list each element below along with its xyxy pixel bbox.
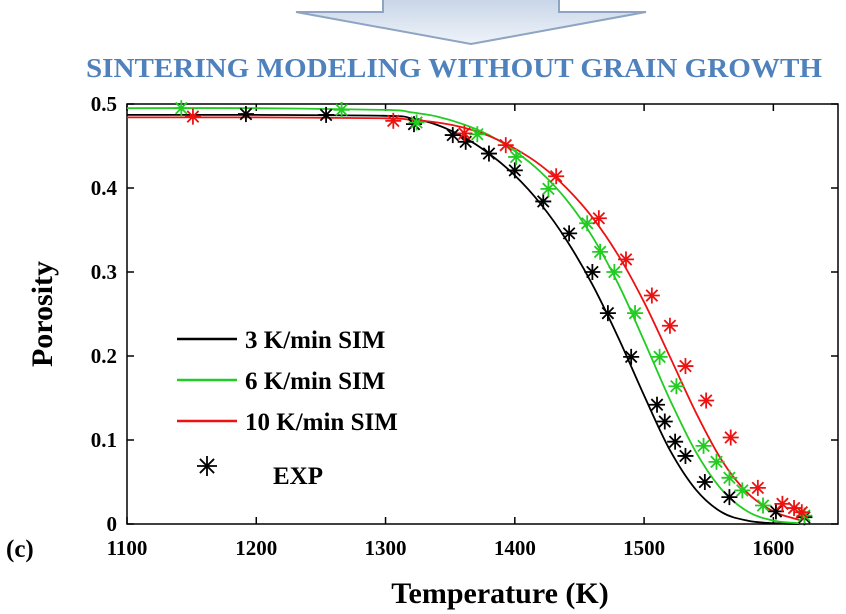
- exp-point: [540, 180, 557, 197]
- exp-point: [695, 437, 712, 454]
- exp-point: [444, 127, 461, 144]
- exp-point: [661, 317, 678, 334]
- exp-point: [548, 168, 565, 185]
- exp-point: [508, 148, 525, 165]
- exp-point: [456, 125, 473, 142]
- exp-point: [698, 392, 715, 409]
- exp-point: [457, 133, 474, 150]
- legend-label: 10 K/min SIM: [245, 409, 398, 436]
- exp-point: [734, 482, 751, 499]
- exp-point: [667, 433, 684, 450]
- y-tick-label: 0: [107, 512, 118, 536]
- sim-line-2: [126, 107, 800, 525]
- exp-point: [793, 504, 810, 521]
- exp-point: [333, 101, 350, 118]
- exp-point: [561, 225, 578, 242]
- exp-point: [606, 264, 623, 280]
- exp-point: [696, 474, 713, 490]
- exp-point: [184, 108, 201, 125]
- exp-point: [649, 396, 666, 413]
- exp-point: [651, 348, 668, 365]
- exp-point: [584, 264, 601, 280]
- exp-point: [408, 114, 425, 131]
- sim-line-3: [126, 116, 800, 521]
- exp-point: [677, 358, 694, 375]
- legend-label: EXP: [273, 463, 323, 490]
- exp-point: [721, 469, 738, 486]
- exp-point: [173, 100, 190, 117]
- plot-frame: [126, 103, 839, 525]
- exp-point: [749, 479, 766, 496]
- x-tick-label: 1200: [235, 536, 277, 560]
- sim-line-1: [126, 113, 800, 525]
- exp-point: [786, 500, 803, 517]
- exp-point: [506, 162, 523, 179]
- x-tick-label: 1500: [623, 536, 665, 560]
- exp-point: [774, 495, 791, 512]
- exp-point: [385, 112, 402, 129]
- x-tick-label: 1300: [365, 536, 407, 560]
- y-tick-label: 0.3: [91, 260, 117, 284]
- y-tick-label: 0.2: [91, 344, 117, 368]
- x-axis-label: Temperature (K): [391, 577, 608, 610]
- y-tick-label: 0.4: [91, 176, 118, 200]
- y-tick-label: 0.5: [91, 92, 117, 116]
- y-axis-label: Porosity: [26, 261, 59, 367]
- exp-point: [480, 145, 497, 162]
- exp-point: [497, 137, 514, 154]
- down-arrow-icon: [295, 0, 647, 46]
- exp-point: [677, 447, 694, 464]
- exp-point: [592, 243, 609, 260]
- exp-point: [708, 453, 725, 470]
- exp-point: [579, 215, 596, 232]
- x-tick-labels: 1100 1200 1300 1400 1500 1600: [107, 536, 795, 560]
- x-tick-label: 1100: [107, 536, 148, 560]
- simulation-lines: [126, 107, 800, 525]
- exp-point: [623, 348, 640, 365]
- y-tick-labels: 0 0.1 0.2 0.3 0.4 0.5: [91, 92, 118, 536]
- experimental-markers: [173, 100, 813, 526]
- panel-label: (c): [6, 536, 34, 563]
- legend-label: 6 K/min SIM: [245, 368, 385, 395]
- exp-point: [755, 497, 772, 514]
- x-tick-label: 1400: [494, 536, 536, 560]
- exp-point: [668, 378, 685, 395]
- exp-point: [590, 210, 607, 227]
- exp-point: [599, 305, 616, 322]
- exp-point: [722, 429, 739, 446]
- exp-point: [318, 106, 335, 123]
- legend-marker: [197, 456, 217, 476]
- exp-point: [721, 489, 738, 506]
- legend: 3 K/min SIM 6 K/min SIM 10 K/min SIM EXP: [177, 327, 398, 490]
- exp-point: [617, 251, 634, 268]
- exp-point: [627, 305, 644, 322]
- x-tick-label: 1600: [752, 536, 794, 560]
- exp-point: [535, 193, 552, 210]
- exp-point: [656, 413, 673, 430]
- y-tick-label: 0.1: [91, 428, 117, 452]
- header-title: SINTERING MODELING WITHOUT GRAIN GROWTH: [86, 53, 822, 83]
- exp-point: [643, 287, 660, 304]
- exp-point: [237, 106, 254, 123]
- axis-ticks: [126, 103, 838, 525]
- legend-label: 3 K/min SIM: [245, 327, 385, 354]
